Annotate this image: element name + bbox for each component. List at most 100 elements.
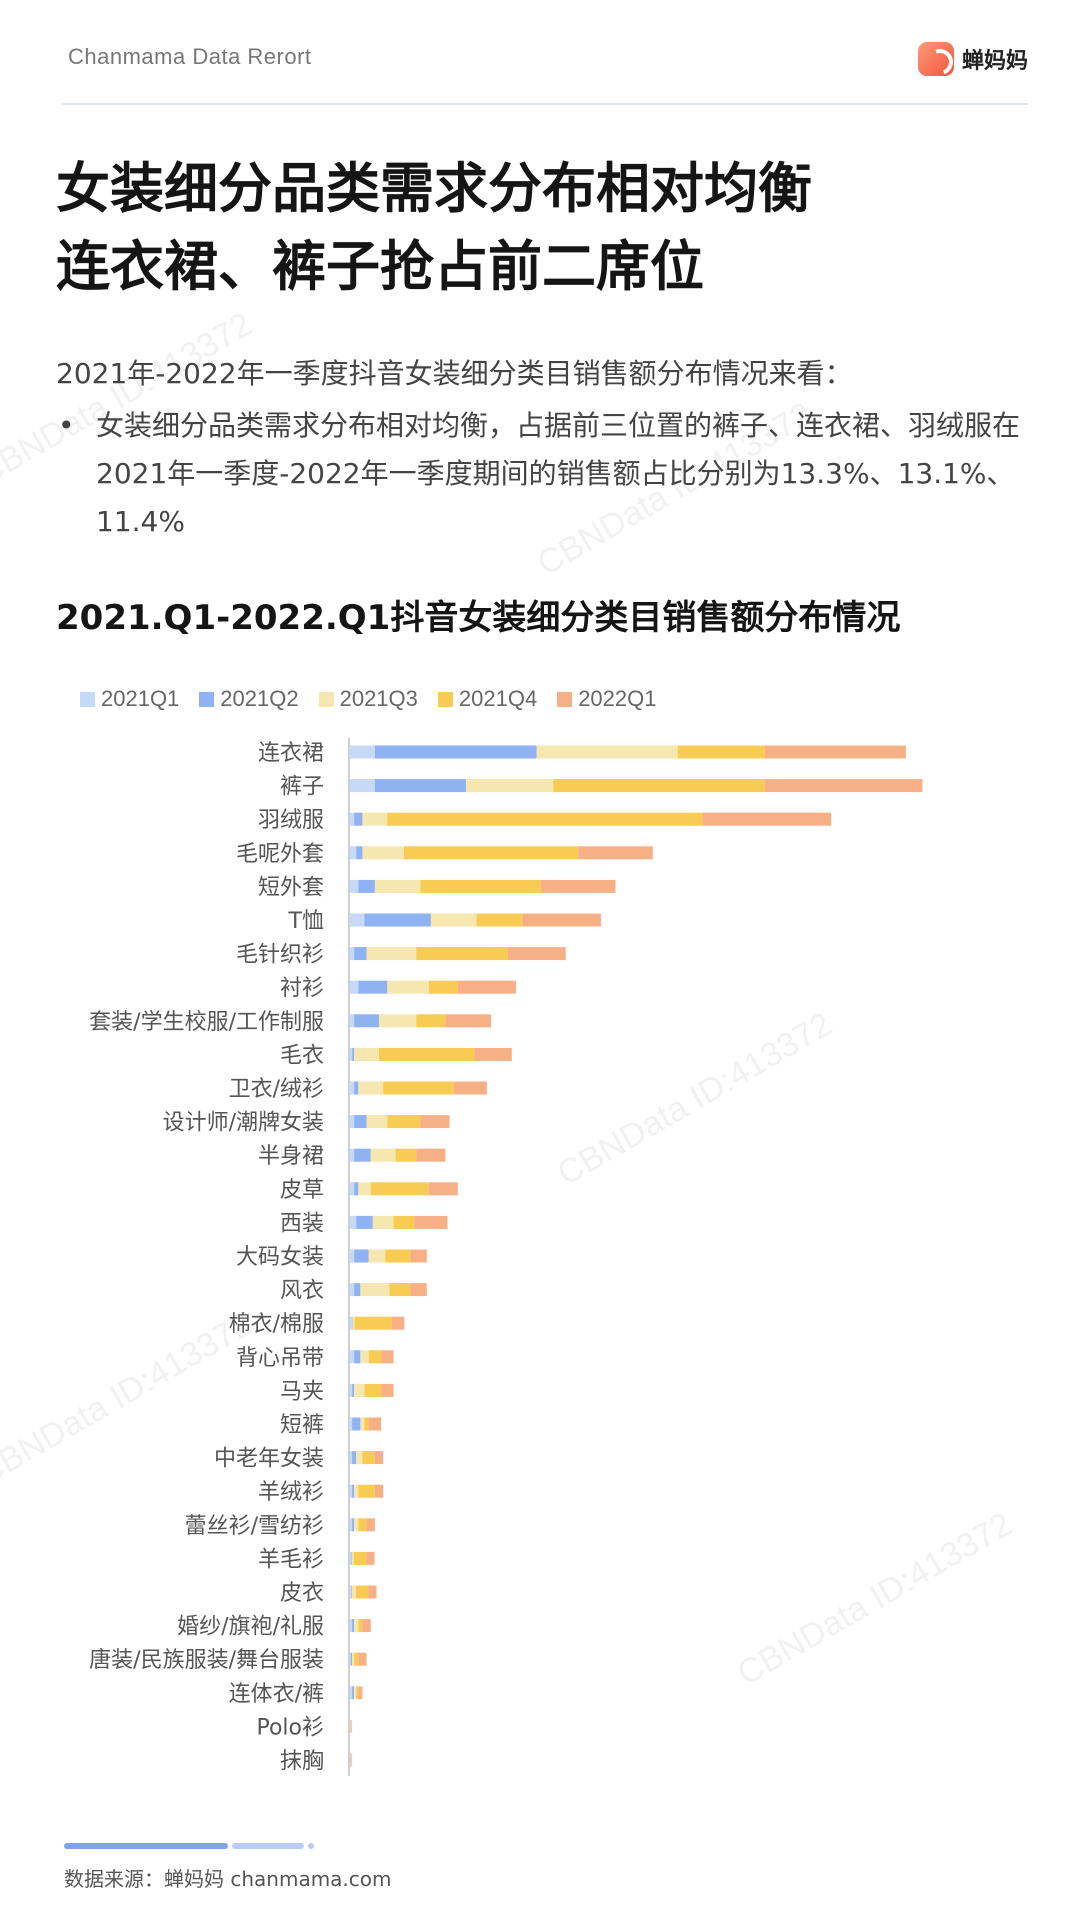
bar-segment-2022q1	[366, 1551, 375, 1565]
bar-segment-2021q2	[352, 1451, 357, 1465]
intro-bullet: • 女装细分品类需求分布相对均衡，占据前三位置的裤子、连衣裙、羽绒服在2021年…	[56, 402, 1036, 546]
headline-line-2: 连衣裙、裤子抢占前二席位	[56, 235, 704, 298]
bar-segment-2022q1	[410, 1283, 427, 1297]
bar-segment-2021q1	[350, 1283, 355, 1297]
bar-segment-2021q2	[354, 1148, 371, 1162]
category-tick-label: 皮草	[280, 1178, 324, 1203]
chart-title: 2021.Q1-2022.Q1抖音女装细分类目销售额分布情况	[56, 598, 901, 638]
headline-line-1: 女装细分品类需求分布相对均衡	[56, 157, 812, 220]
bar-segment-2021q1	[350, 1115, 355, 1129]
bar-segment-2021q3	[358, 1182, 371, 1196]
bar-segment-2021q4	[553, 779, 765, 793]
bar-segment-2021q2	[352, 1047, 355, 1061]
bar-segment-2021q1	[350, 1383, 353, 1397]
category-tick-label: 半身裙	[258, 1144, 324, 1169]
legend-item: 2021Q4	[437, 686, 537, 712]
category-tick-label: 毛针织衫	[236, 943, 324, 968]
bar-segment-2021q1	[350, 1148, 355, 1162]
bar-segment-2021q2	[354, 812, 363, 826]
header-brand: Chanmama Data Rerort	[68, 44, 312, 69]
bar-segment-2021q3	[354, 1686, 357, 1700]
bar-segment-2021q4	[416, 1014, 446, 1028]
bar-segment-2022q1	[358, 1652, 367, 1666]
bar-segment-2022q1	[702, 812, 832, 826]
bar-segment-2021q2	[352, 1686, 355, 1700]
bar-segment-2022q1	[416, 1148, 446, 1162]
bar-segment-2022q1	[764, 745, 906, 759]
bar-segment-2021q3	[366, 1115, 388, 1129]
legend-label: 2022Q1	[578, 686, 657, 711]
bar-segment-2022q1	[362, 1619, 371, 1633]
bar-segment-2022q1	[374, 1484, 384, 1498]
bar-segment-2021q1	[350, 879, 359, 893]
category-tick-label: 西装	[280, 1211, 324, 1236]
category-tick-label: 连衣裙	[258, 741, 324, 766]
bar-segment-2021q2	[354, 1081, 359, 1095]
bar-segment-2021q1	[350, 745, 375, 759]
legend-swatch	[80, 691, 95, 707]
legend-label: 2021Q3	[339, 686, 418, 711]
bar-segment-2021q2	[354, 1350, 361, 1364]
bar-segment-2021q3	[354, 1619, 359, 1633]
bar-segment-2021q4	[356, 1686, 359, 1700]
category-tick-label: 背心吊带	[236, 1346, 324, 1371]
bar-segment-2021q2	[356, 1215, 373, 1229]
footer-accent-bar	[64, 1843, 228, 1849]
bar-segment-2021q1	[350, 1182, 355, 1196]
bar-segment-2021q3	[387, 980, 429, 994]
category-tick-label: 中老年女装	[214, 1447, 324, 1472]
bar-segment-2021q4	[358, 1619, 363, 1633]
bar-segment-2022q1	[358, 1686, 363, 1700]
bar-segment-2022q1	[457, 980, 516, 994]
category-tick-label: 设计师/潮牌女装	[163, 1111, 324, 1136]
bar-segment-2021q3	[466, 779, 554, 793]
bar-segment-2021q4	[358, 1518, 367, 1532]
bar-segment-2021q3	[354, 1484, 359, 1498]
bar-segment-2022q1	[474, 1047, 512, 1061]
bar-segment-2021q1	[350, 1619, 353, 1633]
bar-segment-2021q2	[364, 913, 431, 927]
bar-segment-2021q1	[350, 1484, 353, 1498]
category-tick-label: 短裤	[280, 1413, 324, 1438]
bar-segment-2021q2	[358, 980, 388, 994]
bar-segment-2021q1	[350, 1652, 351, 1666]
bar-segment-2021q3	[362, 846, 404, 860]
bar-segment-2021q2	[358, 879, 375, 893]
bar-segment-2021q2	[354, 1283, 361, 1297]
bar-segment-2021q3	[352, 1652, 355, 1666]
logo: 蝉妈妈	[917, 42, 1028, 76]
bar-segment-2021q4	[385, 1249, 411, 1263]
bar-segment-2021q3	[351, 1585, 356, 1599]
bar-segment-2021q4	[387, 812, 703, 826]
bar-segment-2021q3	[368, 1249, 386, 1263]
bar-segment-2022q1	[374, 1451, 384, 1465]
legend-item: 2021Q2	[199, 686, 299, 712]
bar-segment-2021q2	[352, 1383, 355, 1397]
bar-segment-2021q2	[350, 1551, 352, 1565]
bar-segment-2021q3	[362, 812, 388, 826]
bar-segment-2022q1	[368, 1417, 382, 1431]
bar-segment-2021q3	[354, 1383, 365, 1397]
bar-segment-2021q1	[350, 1249, 355, 1263]
category-tick-label: 羊毛衫	[258, 1547, 324, 1572]
bar-segment-2022q1	[381, 1350, 394, 1364]
bar-segment-2021q2	[354, 1115, 367, 1129]
bar-segment-2021q1	[350, 980, 359, 994]
data-source: 数据来源：蝉妈妈 chanmama.com	[64, 1867, 392, 1891]
category-tick-label: 棉衣/棉服	[229, 1312, 324, 1337]
bar-segment-2021q2	[350, 1585, 352, 1599]
bar-segment-2021q4	[416, 947, 508, 961]
bar-segment-2021q3	[354, 1047, 380, 1061]
category-tick-label: 大码女装	[236, 1245, 324, 1270]
bullet-icon: •	[58, 409, 75, 442]
category-tick-label: 毛衣	[280, 1043, 324, 1068]
category-tick-label: 羊绒衫	[258, 1480, 324, 1505]
bar-segment-2021q3	[360, 1283, 390, 1297]
bar-segment-2021q1	[350, 947, 355, 961]
bar-segment-2022q1	[428, 1182, 458, 1196]
legend-swatch	[557, 691, 573, 707]
bar-segment-2021q3	[360, 1350, 369, 1364]
bar-segment-2021q1	[350, 1551, 351, 1565]
legend-item: 2021Q3	[318, 686, 418, 712]
category-tick-label: 羽绒服	[258, 808, 324, 833]
